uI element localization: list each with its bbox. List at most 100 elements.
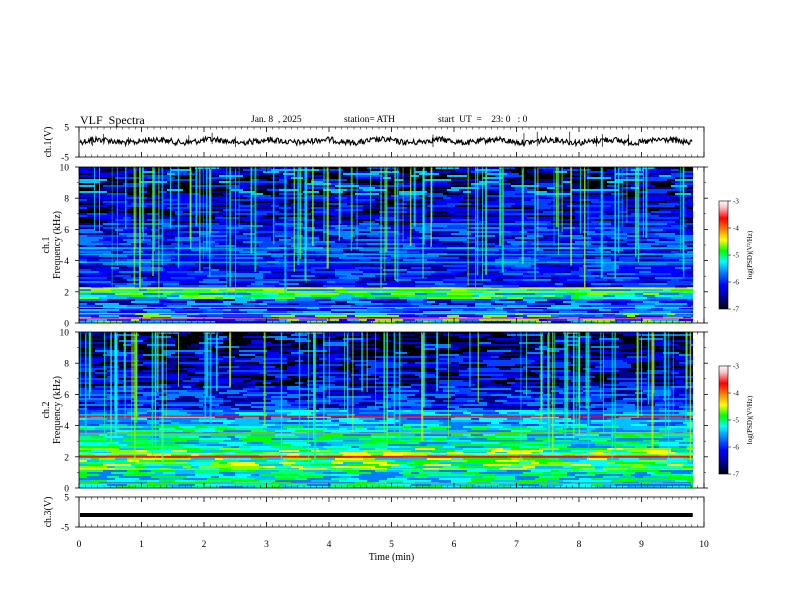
spectrogram-cell <box>523 360 536 363</box>
spectrogram-cell <box>355 346 384 349</box>
spectrogram-cell <box>483 408 504 411</box>
spectrogram-cell <box>331 299 360 302</box>
spectrogram-cell <box>675 287 688 290</box>
spectrogram-cell <box>215 334 224 337</box>
spectrogram-cell <box>243 179 252 182</box>
spectrogram-cell <box>355 219 376 222</box>
spectrogram-cell <box>259 388 288 391</box>
spectrogram-cell <box>335 271 364 274</box>
spectrogram-cell <box>283 167 300 170</box>
spectrogram-cell <box>411 354 420 357</box>
spectrogram-cell <box>463 420 480 423</box>
spectrogram-cell <box>343 221 356 224</box>
spectrogram-cell <box>411 227 432 230</box>
spectrogram-cell <box>347 428 356 431</box>
spectrogram-cell <box>423 199 432 202</box>
spectrogram-cell <box>79 311 100 314</box>
spectrogram-cell <box>79 205 108 208</box>
spectrogram-cell <box>639 231 652 234</box>
spectrogram-cell <box>335 209 364 212</box>
spectrogram-cell <box>135 394 144 397</box>
spectrogram-cell <box>231 195 244 198</box>
spectrogram-cell <box>399 281 416 284</box>
spectrogram-cell <box>283 340 296 343</box>
spectrogram-cell <box>507 305 528 308</box>
spectrogram-cell <box>179 231 192 234</box>
spectrogram-cell <box>639 334 660 337</box>
spectrogram-cell <box>427 315 436 318</box>
spectrogram-cell <box>303 177 316 180</box>
spectrogram-cell <box>135 372 152 375</box>
spectrogram-cell <box>151 404 164 407</box>
spectrogram-cell <box>79 372 88 375</box>
spectrogram-cell <box>183 408 204 411</box>
spectrogram-cell <box>483 354 504 357</box>
spectrogram-cell <box>583 416 592 419</box>
spectrogram-cell <box>591 211 604 214</box>
spectrogram-cell <box>435 177 456 180</box>
spectrogram-cell <box>251 227 268 230</box>
spectrogram-cell <box>415 285 444 288</box>
spectrogram-cell <box>167 305 192 308</box>
spectrogram-cell <box>603 311 620 314</box>
spectrogram-cell <box>179 410 196 413</box>
spectrogram-cell <box>447 241 464 244</box>
spectrogram-cell <box>391 293 416 296</box>
spectrogram-cell <box>323 390 348 393</box>
spectrogram-cell <box>323 195 344 198</box>
spectrogram-cell <box>219 390 228 393</box>
spectrogram-cell <box>99 362 120 365</box>
spectrogram-cell <box>483 265 496 268</box>
spectrogram-cell <box>651 271 660 274</box>
spectrogram-cell <box>459 336 484 339</box>
spectrogram-cell <box>451 289 468 292</box>
spectrogram-cell <box>535 249 544 252</box>
spectrogram-cell <box>151 303 164 306</box>
spectrogram-cell <box>235 420 252 423</box>
spectrogram-cell <box>511 340 524 343</box>
sferic-streak <box>626 167 628 223</box>
spectrogram-cell <box>263 412 292 415</box>
spectrogram-cell <box>243 287 252 290</box>
spectrogram-cell <box>487 406 516 409</box>
spectrogram-cell <box>531 362 548 365</box>
spectrogram-cell <box>367 199 376 202</box>
spectrogram-cell <box>679 354 692 357</box>
spectrogram-cell <box>579 225 600 228</box>
spectrogram-cell <box>499 203 516 206</box>
spectrogram-cell <box>107 205 116 208</box>
spectrogram-cell <box>395 279 412 282</box>
spectrogram-cell <box>403 370 412 373</box>
spectrogram-cell <box>311 179 340 182</box>
spectrogram-cell <box>603 231 616 234</box>
spectrogram-cell <box>243 169 272 172</box>
spectrogram-cell <box>171 259 200 262</box>
spectrogram-cell <box>683 275 694 278</box>
spectrogram-cell <box>411 225 424 228</box>
spectrogram-cell <box>323 332 352 335</box>
spectrogram-cell <box>579 398 592 401</box>
spectrogram-cell <box>355 396 372 399</box>
spectrogram-cell <box>471 203 492 206</box>
spectrogram-cell <box>359 187 376 190</box>
spectrogram-cell <box>371 183 396 186</box>
spectrogram-cell <box>471 344 492 347</box>
spectrogram-cell <box>259 167 272 170</box>
spectrogram-cell <box>579 223 600 226</box>
spectrogram-cell <box>367 281 380 284</box>
spectrogram-cell <box>195 277 224 280</box>
spectrogram-cell <box>255 233 276 236</box>
spectrogram-cell <box>275 219 288 222</box>
spectrogram-cell <box>239 185 248 188</box>
spectrogram-cell <box>171 185 180 188</box>
spectrogram-cell <box>563 227 576 230</box>
spectrogram-cell <box>311 173 336 176</box>
spectrogram-cell <box>403 311 424 314</box>
spectrogram-cell <box>135 378 144 381</box>
spectrogram-cell <box>295 265 312 268</box>
spectrogram-cell <box>515 251 528 254</box>
spectrogram-cell <box>495 191 504 194</box>
spectrogram-cell <box>515 364 536 367</box>
y-tick-label: 0 <box>64 320 69 330</box>
spectrogram-cell <box>323 283 344 286</box>
